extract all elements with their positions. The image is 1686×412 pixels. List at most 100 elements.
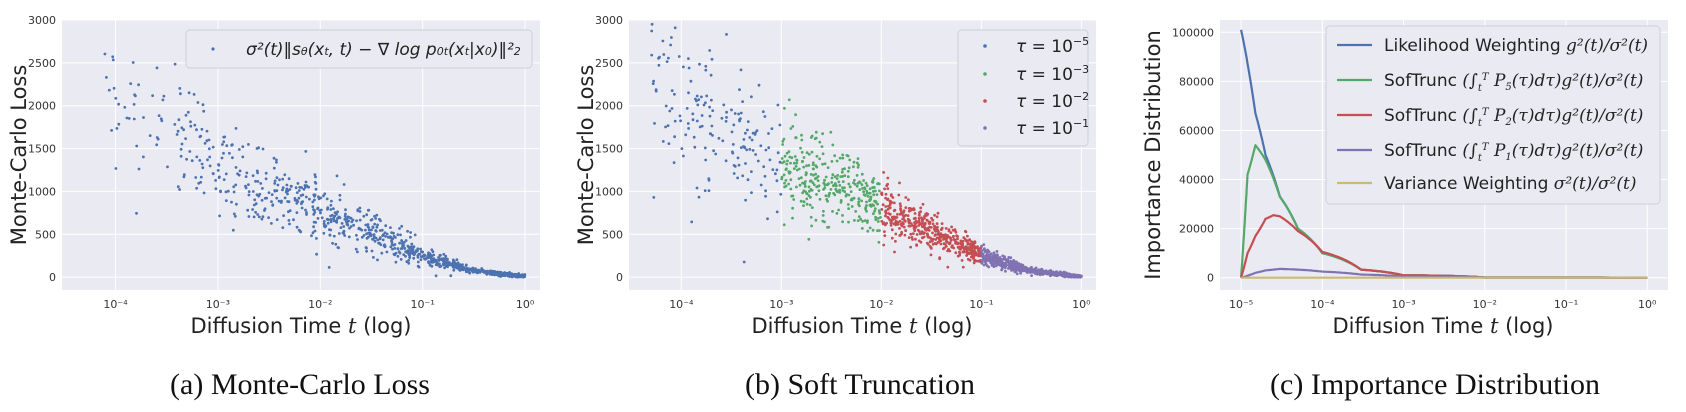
scatter-point bbox=[283, 196, 287, 200]
scatter-point bbox=[754, 153, 757, 156]
scatter-point bbox=[302, 187, 306, 191]
scatter-point bbox=[218, 214, 222, 218]
scatter-point bbox=[462, 266, 466, 270]
scatter-point bbox=[1018, 269, 1021, 273]
scatter-point bbox=[155, 66, 159, 70]
scatter-point bbox=[481, 268, 484, 272]
y-tick-label: 3000 bbox=[595, 14, 623, 27]
scatter-point bbox=[966, 234, 969, 238]
scatter-point bbox=[871, 186, 875, 190]
scatter-point bbox=[841, 186, 844, 190]
scatter-point bbox=[830, 181, 834, 184]
scatter-point bbox=[287, 177, 291, 181]
scatter-point bbox=[383, 231, 387, 235]
y-axis-label: Importance Distribution bbox=[1141, 30, 1165, 280]
scatter-point bbox=[211, 172, 215, 176]
scatter-point bbox=[189, 120, 192, 124]
scatter-point bbox=[750, 170, 753, 174]
scatter-point bbox=[967, 242, 971, 246]
scatter-point bbox=[823, 162, 827, 166]
scatter-point bbox=[782, 160, 786, 164]
scatter-point bbox=[519, 274, 523, 278]
scatter-point bbox=[296, 182, 300, 185]
scatter-point bbox=[804, 180, 807, 183]
scatter-point bbox=[300, 202, 303, 206]
series-line bbox=[1240, 214, 1648, 279]
scatter-point bbox=[366, 223, 370, 226]
y-tick-label: 2000 bbox=[595, 100, 623, 113]
scatter-point bbox=[177, 118, 181, 122]
scatter-point bbox=[714, 152, 718, 156]
scatter-point bbox=[245, 171, 249, 175]
scatter-point bbox=[417, 265, 421, 269]
scatter-point bbox=[710, 124, 714, 128]
scatter-point bbox=[378, 241, 381, 245]
scatter-point bbox=[917, 217, 921, 220]
scatter-point bbox=[176, 185, 180, 189]
scatter-point bbox=[925, 228, 928, 232]
scatter-point bbox=[275, 189, 279, 193]
scatter-point bbox=[650, 53, 654, 57]
scatter-point bbox=[899, 204, 902, 208]
scatter-point bbox=[792, 161, 796, 165]
scatter-point bbox=[783, 181, 786, 185]
y-tick-label: 1000 bbox=[28, 185, 56, 198]
scatter-point bbox=[764, 194, 767, 198]
scatter-point bbox=[514, 273, 517, 276]
scatter-point bbox=[367, 228, 371, 232]
scatter-point bbox=[791, 194, 795, 198]
scatter-point bbox=[358, 218, 362, 222]
scatter-point bbox=[135, 211, 138, 215]
scatter-point bbox=[873, 209, 876, 213]
scatter-point bbox=[756, 159, 760, 163]
scatter-point bbox=[499, 274, 503, 278]
scatter-point bbox=[343, 214, 347, 218]
scatter-point bbox=[794, 113, 797, 117]
scatter-point bbox=[287, 210, 290, 214]
scatter-point bbox=[376, 258, 379, 262]
scatter-point bbox=[856, 157, 860, 161]
scatter-point bbox=[866, 194, 870, 198]
scatter-point bbox=[733, 112, 737, 115]
scatter-point bbox=[847, 207, 850, 211]
scatter-point bbox=[404, 239, 408, 242]
scatter-point bbox=[786, 159, 789, 163]
scatter-point bbox=[818, 197, 822, 201]
scatter-points bbox=[103, 52, 527, 279]
scatter-point bbox=[1075, 275, 1079, 279]
scatter-point bbox=[459, 264, 463, 268]
scatter-point bbox=[484, 270, 488, 274]
scatter-point bbox=[763, 115, 767, 118]
scatter-point bbox=[846, 175, 850, 179]
scatter-point bbox=[272, 166, 276, 170]
scatter-point bbox=[996, 254, 999, 258]
scatter-point bbox=[412, 245, 416, 249]
scatter-point bbox=[868, 226, 872, 230]
scatter-point bbox=[929, 253, 933, 257]
scatter-point bbox=[362, 234, 366, 237]
scatter-point bbox=[260, 198, 264, 202]
scatter-point bbox=[376, 223, 379, 227]
scatter-point bbox=[359, 227, 362, 231]
scatter-point bbox=[961, 265, 965, 269]
scatter-point bbox=[939, 242, 943, 246]
scatter-point bbox=[422, 253, 426, 257]
scatter-point bbox=[755, 129, 759, 133]
scatter-point bbox=[330, 199, 333, 203]
legend: σ²(t)‖sθ(xt, t) − ∇ log p0t(xt|x0)‖²2 bbox=[185, 29, 533, 69]
scatter-point bbox=[261, 147, 265, 151]
scatter-point bbox=[251, 190, 255, 193]
scatter-point bbox=[328, 233, 332, 237]
scatter-point bbox=[252, 215, 256, 219]
scatter-point bbox=[850, 205, 854, 208]
x-tick-label: 10⁻³ bbox=[1391, 298, 1415, 311]
scatter-point bbox=[178, 188, 182, 191]
scatter-point bbox=[831, 210, 834, 213]
scatter-point bbox=[156, 137, 160, 141]
scatter-point bbox=[220, 156, 224, 160]
scatter-point bbox=[704, 68, 708, 72]
scatter-point bbox=[107, 88, 111, 92]
scatter-point bbox=[263, 207, 267, 211]
scatter-point bbox=[710, 98, 713, 102]
scatter-point bbox=[381, 238, 385, 242]
